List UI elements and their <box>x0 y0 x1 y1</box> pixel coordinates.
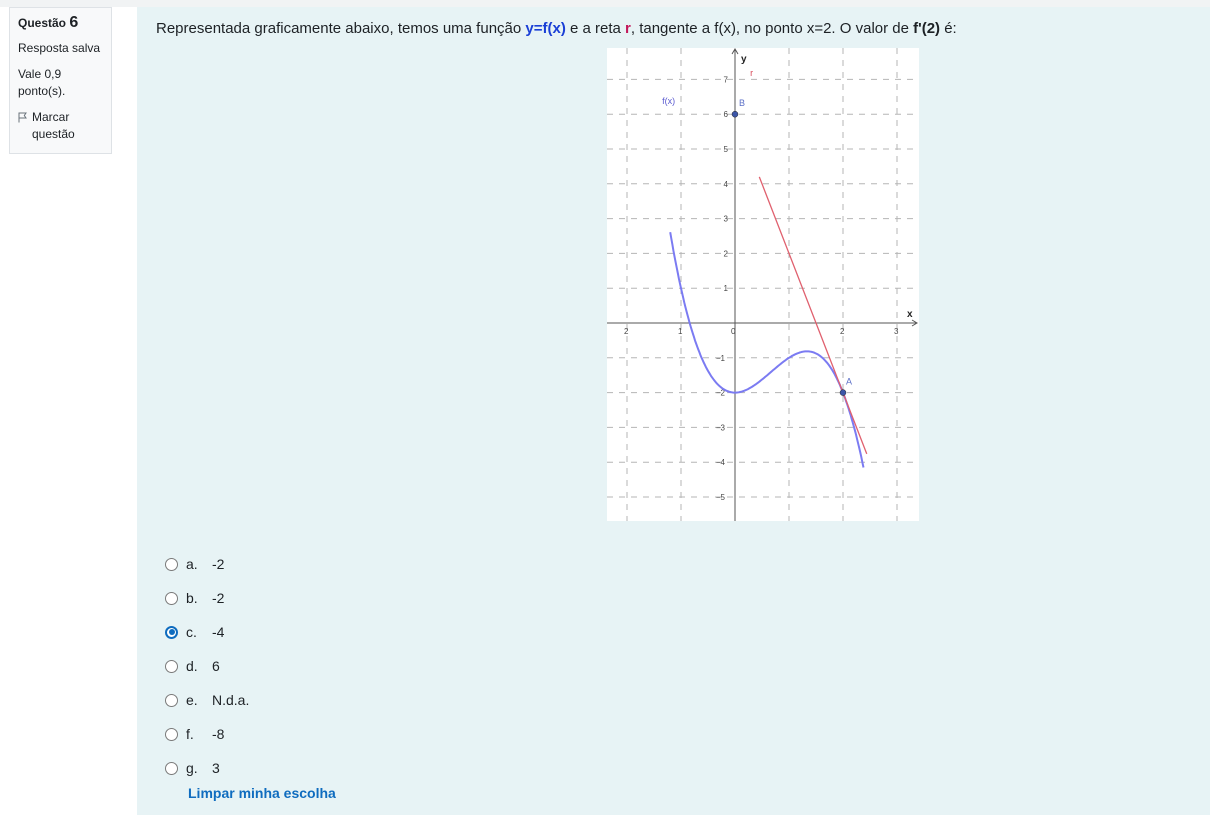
y-tick-label: 1 <box>724 284 729 293</box>
question-text-part: Representada graficamente abaixo, temos … <box>156 20 526 37</box>
point-b-label: B <box>739 98 745 108</box>
y-tick-label: 7 <box>724 75 729 84</box>
option-text: 6 <box>212 658 220 674</box>
question-text-part: e a reta <box>565 20 626 37</box>
radio-button[interactable] <box>165 693 178 707</box>
y-tick-label: 3 <box>724 215 729 224</box>
x-tick-label: 0 <box>731 327 736 336</box>
option-text: -8 <box>212 726 225 742</box>
question-function-name: y=f(x) <box>525 20 566 37</box>
y-axis-label: y <box>741 54 747 65</box>
question-label: Questão <box>18 16 67 30</box>
answer-option-a[interactable]: a. -2 <box>165 547 249 581</box>
x-axis-label: x <box>907 309 913 320</box>
flag-label: Marcar questão <box>32 110 75 141</box>
answer-options: a. -2 b. -2 c. -4 d. 6 e. N.d.a. f. -8 g. 3 <box>165 547 249 785</box>
question-content: Representada graficamente abaixo, temos … <box>137 7 1210 815</box>
flag-icon <box>18 112 27 123</box>
question-info-panel: Questão 6 Resposta salva Vale 0,9 ponto(… <box>9 7 112 154</box>
answer-option-e[interactable]: e. N.d.a. <box>165 683 249 717</box>
option-text: 3 <box>212 760 220 776</box>
answer-option-g[interactable]: g. 3 <box>165 751 249 785</box>
answer-status: Resposta salva <box>18 41 101 55</box>
x-tick-label: 3 <box>894 327 899 336</box>
answer-option-d[interactable]: d. 6 <box>165 649 249 683</box>
y-tick-label: −1 <box>716 354 726 363</box>
answer-option-b[interactable]: b. -2 <box>165 581 249 615</box>
y-tick-label: 2 <box>724 249 729 258</box>
function-curve <box>669 232 865 468</box>
flag-question-button[interactable]: Marcar questão <box>18 109 103 143</box>
top-divider <box>0 0 1210 7</box>
option-letter: d. <box>186 658 198 674</box>
point-a <box>839 389 847 396</box>
y-tick-label: 6 <box>724 110 729 119</box>
question-text: Representada graficamente abaixo, temos … <box>156 20 957 37</box>
function-label: f(x) <box>662 96 675 106</box>
answer-option-c[interactable]: c. -4 <box>165 615 249 649</box>
question-number: Questão 6 <box>18 14 103 32</box>
question-derivative: f'(2) <box>913 20 941 37</box>
option-text: N.d.a. <box>212 692 250 708</box>
y-tick-label: −4 <box>716 458 726 467</box>
question-number-value: 6 <box>69 14 79 31</box>
option-text: -2 <box>212 556 225 572</box>
clear-choice-link[interactable]: Limpar minha escolha <box>188 785 336 801</box>
graph-canvas: 2 1 0 2 3 7 6 5 4 3 2 1 −1 −2 −3 −4 −5 x y A Bf(x) r <box>607 48 919 533</box>
y-axis-arrow <box>731 48 739 55</box>
x-axis-arrow <box>911 319 918 327</box>
option-letter: b. <box>186 590 198 606</box>
x-tick-label: 1 <box>678 327 683 336</box>
option-letter: g. <box>186 760 198 776</box>
option-letter: e. <box>186 692 198 708</box>
y-tick-label: −2 <box>716 389 726 398</box>
radio-button[interactable] <box>165 625 178 639</box>
answer-option-f[interactable]: f. -8 <box>165 717 249 751</box>
question-points: Vale 0,9 ponto(s). <box>18 67 66 98</box>
radio-button[interactable] <box>165 591 178 605</box>
option-letter: f. <box>186 726 194 742</box>
y-tick-label: 4 <box>724 180 729 189</box>
x-tick-label: 2 <box>840 327 845 336</box>
radio-button[interactable] <box>165 761 178 775</box>
point-a-label: A <box>846 377 852 387</box>
question-text-part: , tangente a f(x), no ponto x=2. O valor… <box>630 20 914 37</box>
point-b <box>731 110 739 118</box>
tangent-label: r <box>750 68 753 78</box>
option-text: -2 <box>212 590 225 606</box>
option-letter: a. <box>186 556 198 572</box>
tangent-line <box>758 176 868 455</box>
question-line-name: r <box>625 20 631 37</box>
radio-button[interactable] <box>165 727 178 741</box>
question-text-part: é: <box>940 20 957 37</box>
option-text: -4 <box>212 624 225 640</box>
y-tick-label: −3 <box>716 423 726 432</box>
y-tick-label: −5 <box>716 493 726 502</box>
option-letter: c. <box>186 624 197 640</box>
radio-button[interactable] <box>165 557 178 571</box>
y-tick-label: 5 <box>724 145 729 154</box>
x-tick-label: 2 <box>624 327 629 336</box>
radio-button[interactable] <box>165 659 178 673</box>
